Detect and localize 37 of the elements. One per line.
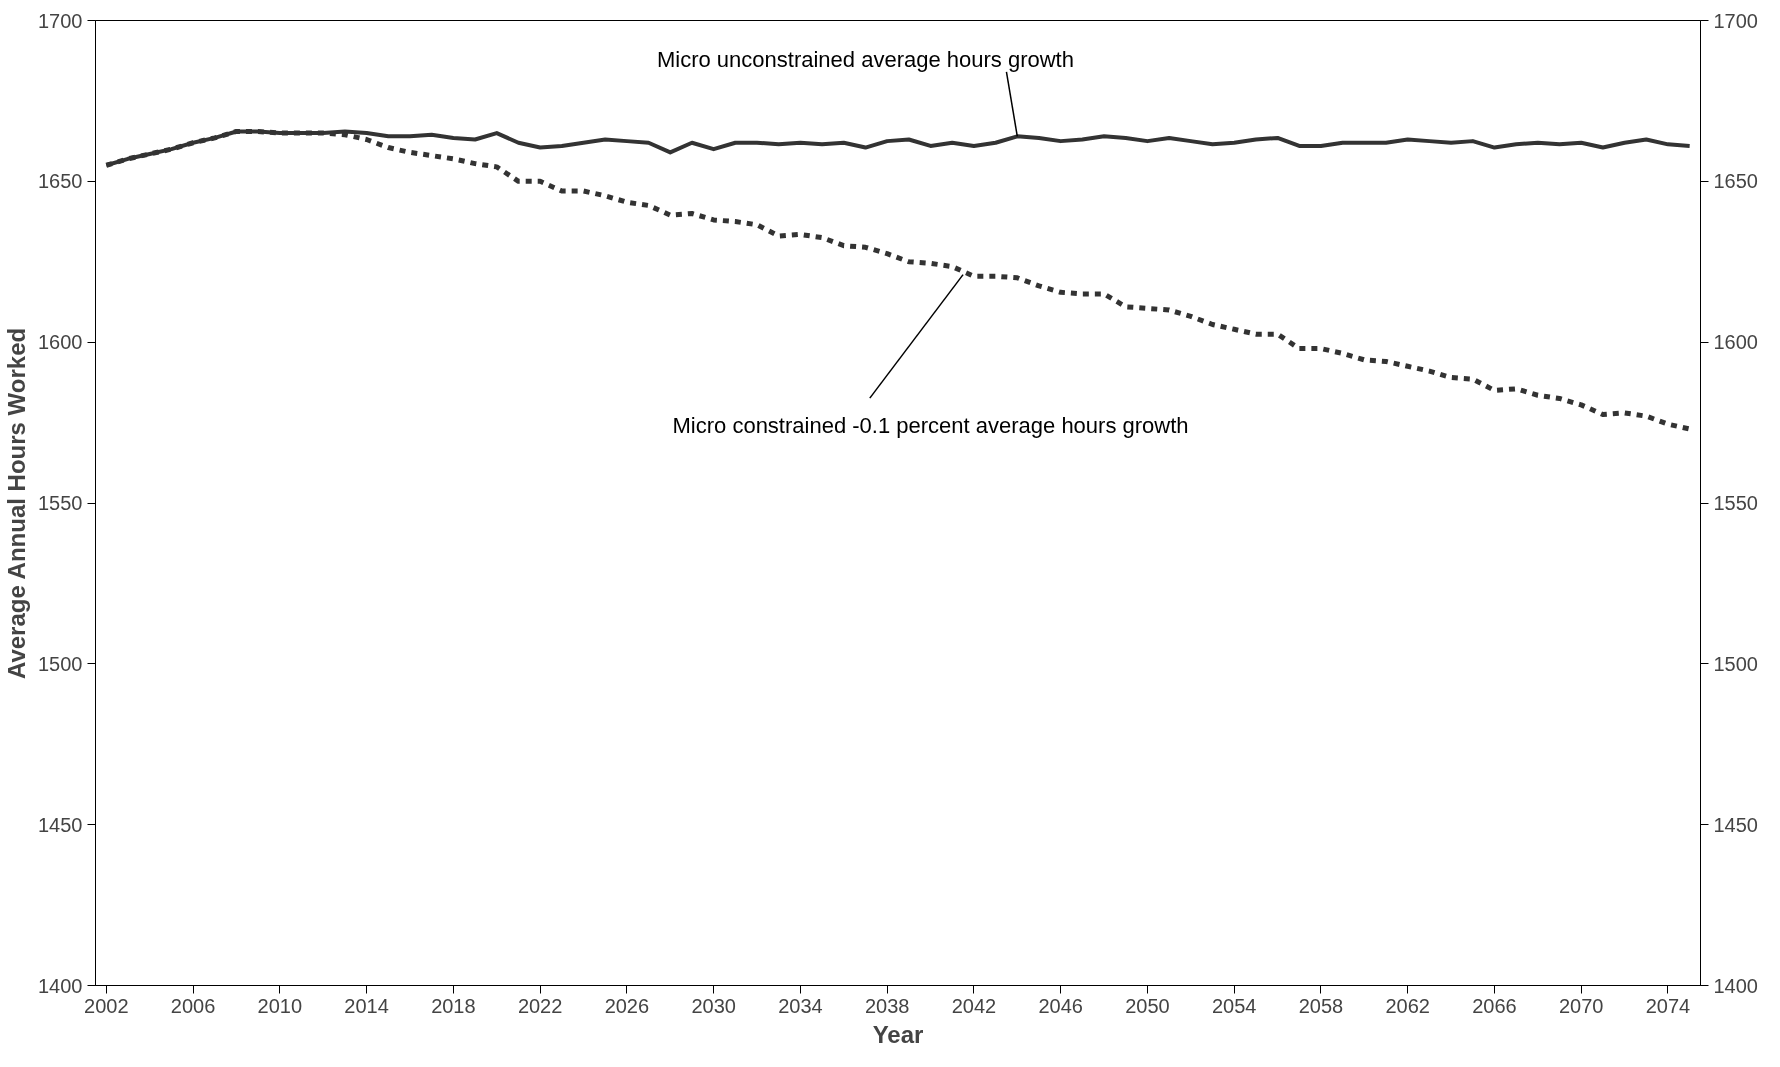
x-tick-label: 2038: [864, 994, 910, 1017]
x-tick-label: 2042: [951, 994, 997, 1017]
y-axis-title: Average Annual Hours Worked: [3, 327, 31, 680]
x-tick-label: 2074: [1645, 994, 1691, 1017]
y2-tick-label: 1650: [1713, 170, 1758, 193]
x-tick-label: 2026: [604, 994, 650, 1017]
y-tick-label: 1550: [38, 492, 83, 514]
x-tick-label: 2006: [170, 994, 216, 1017]
x-tick-label: 2050: [1125, 994, 1170, 1017]
x-tick-label: 2014: [344, 994, 389, 1017]
y-tick-label: 1500: [38, 652, 83, 675]
y-tick-label: 1600: [38, 331, 83, 354]
x-tick-label: 2054: [1211, 994, 1257, 1017]
x-tick-label: 2070: [1558, 994, 1604, 1017]
x-tick-label: 2022: [517, 994, 563, 1017]
y-tick-label: 1450: [38, 813, 83, 836]
x-tick-label: 2010: [257, 994, 303, 1017]
x-tick-label: 2030: [691, 994, 736, 1017]
x-tick-label: 2018: [431, 994, 476, 1017]
y2-tick-label: 1700: [1713, 9, 1758, 32]
x-tick-label: 2034: [778, 994, 823, 1017]
annotation: Micro constrained -0.1 percent average hours growth: [672, 413, 1189, 439]
y2-tick-label: 1450: [1713, 813, 1758, 836]
y2-tick-label: 1550: [1713, 492, 1758, 514]
x-tick-label: 2046: [1038, 994, 1083, 1017]
x-axis-title: Year: [872, 1020, 924, 1048]
x-tick-label: 2062: [1385, 994, 1430, 1017]
y-tick-label: 1700: [38, 9, 83, 32]
y2-tick-label: 1400: [1713, 974, 1758, 997]
y-tick-label: 1400: [38, 974, 83, 997]
x-tick-label: 2002: [84, 994, 129, 1017]
y-tick-label: 1650: [38, 170, 83, 193]
x-tick-label: 2066: [1472, 994, 1517, 1017]
x-tick-label: 2058: [1298, 994, 1344, 1017]
annotation: Micro unconstrained average hours growth: [656, 46, 1074, 72]
y2-tick-label: 1500: [1713, 652, 1758, 675]
y2-tick-label: 1600: [1713, 331, 1758, 354]
